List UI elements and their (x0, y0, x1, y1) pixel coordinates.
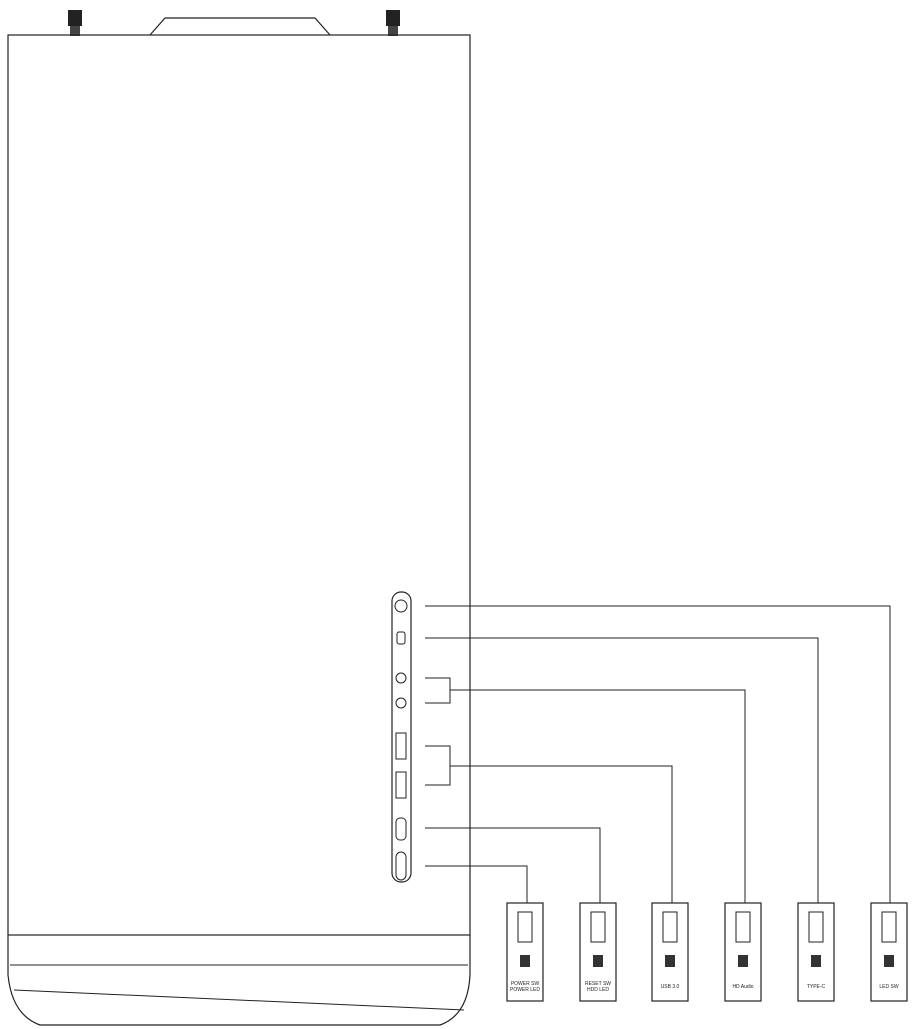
drawing-part (386, 10, 400, 26)
drawing-part (70, 26, 80, 36)
connector-pins (665, 955, 675, 967)
drawing-part (395, 817, 407, 841)
connector: TYPE-C (797, 902, 835, 1002)
connector-label: HD Audio (732, 984, 753, 990)
drawing-part (425, 637, 819, 903)
drawing-part (450, 765, 673, 903)
drawing-part (395, 771, 407, 799)
drawing-part (391, 591, 412, 883)
drawing-part (395, 672, 407, 684)
connector-label: HDD LED (587, 987, 609, 993)
drawing-part (13, 989, 465, 1011)
connector-box (724, 902, 762, 1002)
drawing-part (394, 599, 408, 613)
connector-box (797, 902, 835, 1002)
connector-plug (808, 911, 824, 943)
drawing-part (425, 605, 891, 903)
connector: USB 3.0 (651, 902, 689, 1002)
connector: HD Audio (724, 902, 762, 1002)
connector-plug (662, 911, 678, 943)
connector: LED SW (870, 902, 908, 1002)
connector-box (870, 902, 908, 1002)
connector-pins (811, 955, 821, 967)
drawing-part (450, 689, 746, 903)
connector-plug (881, 911, 897, 943)
connector-pins (884, 955, 894, 967)
connector-pins (593, 955, 603, 967)
drawing-part (388, 26, 398, 36)
connector-pins (520, 955, 530, 967)
connector-label: RESET SW (585, 981, 611, 987)
connector-box (579, 902, 617, 1002)
drawing-part (395, 732, 407, 760)
drawing-part (395, 851, 407, 881)
drawing-part (425, 745, 451, 786)
connector-box (506, 902, 544, 1002)
wires (425, 605, 891, 903)
connector-plug (590, 911, 606, 943)
drawing-part (425, 677, 451, 704)
connector-box (651, 902, 689, 1002)
drawing-part (149, 17, 331, 36)
connector-label: LED SW (879, 984, 898, 990)
drawing-part (68, 10, 82, 26)
connector-label: POWER LED (510, 987, 540, 993)
connector-plug (735, 911, 751, 943)
drawing-part (425, 865, 528, 903)
connector-label: TYPE-C (807, 984, 826, 990)
case (7, 10, 471, 1026)
drawing-part (396, 631, 406, 645)
drawing-part (395, 697, 407, 709)
drawing-part (7, 935, 471, 1026)
connector-label: USB 3.0 (661, 984, 680, 990)
connector-pins (738, 955, 748, 967)
connector-label: POWER SW (511, 981, 540, 987)
connector-plug (517, 911, 533, 943)
drawing-part (7, 34, 471, 936)
drawing-part (425, 827, 601, 903)
